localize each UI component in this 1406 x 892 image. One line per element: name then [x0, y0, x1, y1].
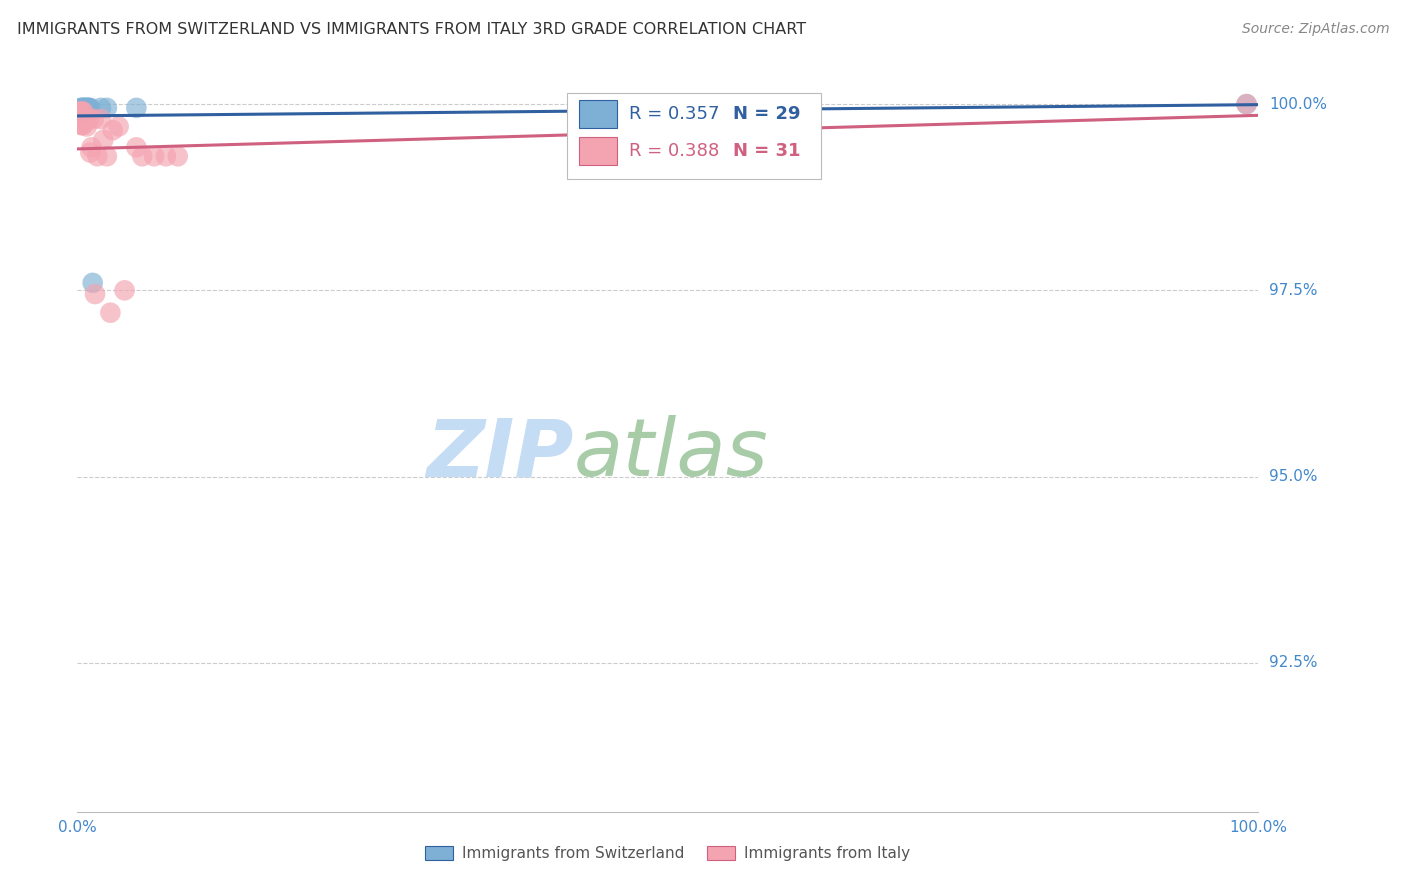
- Point: [70, 118, 93, 132]
- Point: [76, 120, 98, 134]
- Text: ZIP: ZIP: [426, 415, 574, 493]
- Point: [83, 112, 105, 126]
- Point: [70, 103, 93, 118]
- FancyBboxPatch shape: [568, 93, 821, 178]
- Text: 92.5%: 92.5%: [1270, 656, 1317, 670]
- Point: [69, 104, 91, 119]
- Point: [96, 101, 118, 115]
- Point: [114, 284, 136, 298]
- Point: [76, 103, 98, 117]
- Text: R = 0.357: R = 0.357: [628, 105, 720, 123]
- Point: [166, 149, 188, 163]
- Point: [72, 118, 94, 132]
- Point: [70, 107, 93, 121]
- Point: [72, 104, 94, 119]
- Point: [70, 103, 93, 118]
- Point: [143, 149, 166, 163]
- Point: [75, 101, 97, 115]
- Text: 97.5%: 97.5%: [1270, 283, 1317, 298]
- Point: [131, 149, 153, 163]
- Point: [77, 101, 100, 115]
- Point: [76, 101, 98, 115]
- Point: [84, 287, 107, 301]
- Point: [86, 149, 108, 163]
- Point: [125, 101, 148, 115]
- Point: [73, 103, 96, 117]
- Point: [72, 103, 94, 118]
- Point: [72, 101, 94, 115]
- Point: [72, 103, 94, 117]
- Text: 95.0%: 95.0%: [1270, 469, 1317, 484]
- Point: [125, 140, 148, 154]
- Point: [1236, 97, 1258, 112]
- Point: [69, 108, 91, 122]
- Point: [70, 105, 93, 120]
- Point: [100, 306, 122, 320]
- Point: [79, 101, 101, 115]
- Point: [70, 103, 93, 117]
- Point: [70, 118, 93, 132]
- Point: [77, 112, 100, 126]
- Point: [69, 108, 91, 122]
- Point: [96, 149, 118, 163]
- Bar: [579, 136, 617, 165]
- Text: 100.0%: 100.0%: [1270, 96, 1327, 112]
- Point: [75, 103, 97, 117]
- Point: [70, 104, 93, 119]
- Point: [101, 123, 124, 137]
- Point: [73, 112, 96, 126]
- Point: [79, 145, 101, 160]
- Text: R = 0.388: R = 0.388: [628, 142, 718, 160]
- Point: [155, 149, 177, 163]
- Point: [70, 103, 93, 117]
- Text: N = 29: N = 29: [733, 105, 800, 123]
- Point: [70, 104, 93, 119]
- Point: [70, 101, 93, 115]
- Bar: [579, 100, 617, 128]
- Point: [90, 101, 112, 115]
- Point: [80, 140, 103, 154]
- Text: IMMIGRANTS FROM SWITZERLAND VS IMMIGRANTS FROM ITALY 3RD GRADE CORRELATION CHART: IMMIGRANTS FROM SWITZERLAND VS IMMIGRANT…: [17, 22, 806, 37]
- Point: [67, 104, 90, 119]
- Point: [1236, 97, 1258, 112]
- Legend: Immigrants from Switzerland, Immigrants from Italy: Immigrants from Switzerland, Immigrants …: [419, 840, 917, 867]
- Point: [77, 101, 100, 115]
- Point: [70, 101, 93, 115]
- Point: [90, 112, 112, 126]
- Point: [73, 101, 96, 115]
- Point: [82, 276, 104, 290]
- Text: atlas: atlas: [574, 415, 768, 493]
- Point: [91, 133, 114, 147]
- Point: [70, 105, 93, 120]
- Point: [75, 112, 97, 126]
- Text: N = 31: N = 31: [733, 142, 800, 160]
- Point: [107, 120, 129, 134]
- Text: Source: ZipAtlas.com: Source: ZipAtlas.com: [1241, 22, 1389, 37]
- Point: [72, 105, 94, 120]
- Point: [69, 113, 91, 128]
